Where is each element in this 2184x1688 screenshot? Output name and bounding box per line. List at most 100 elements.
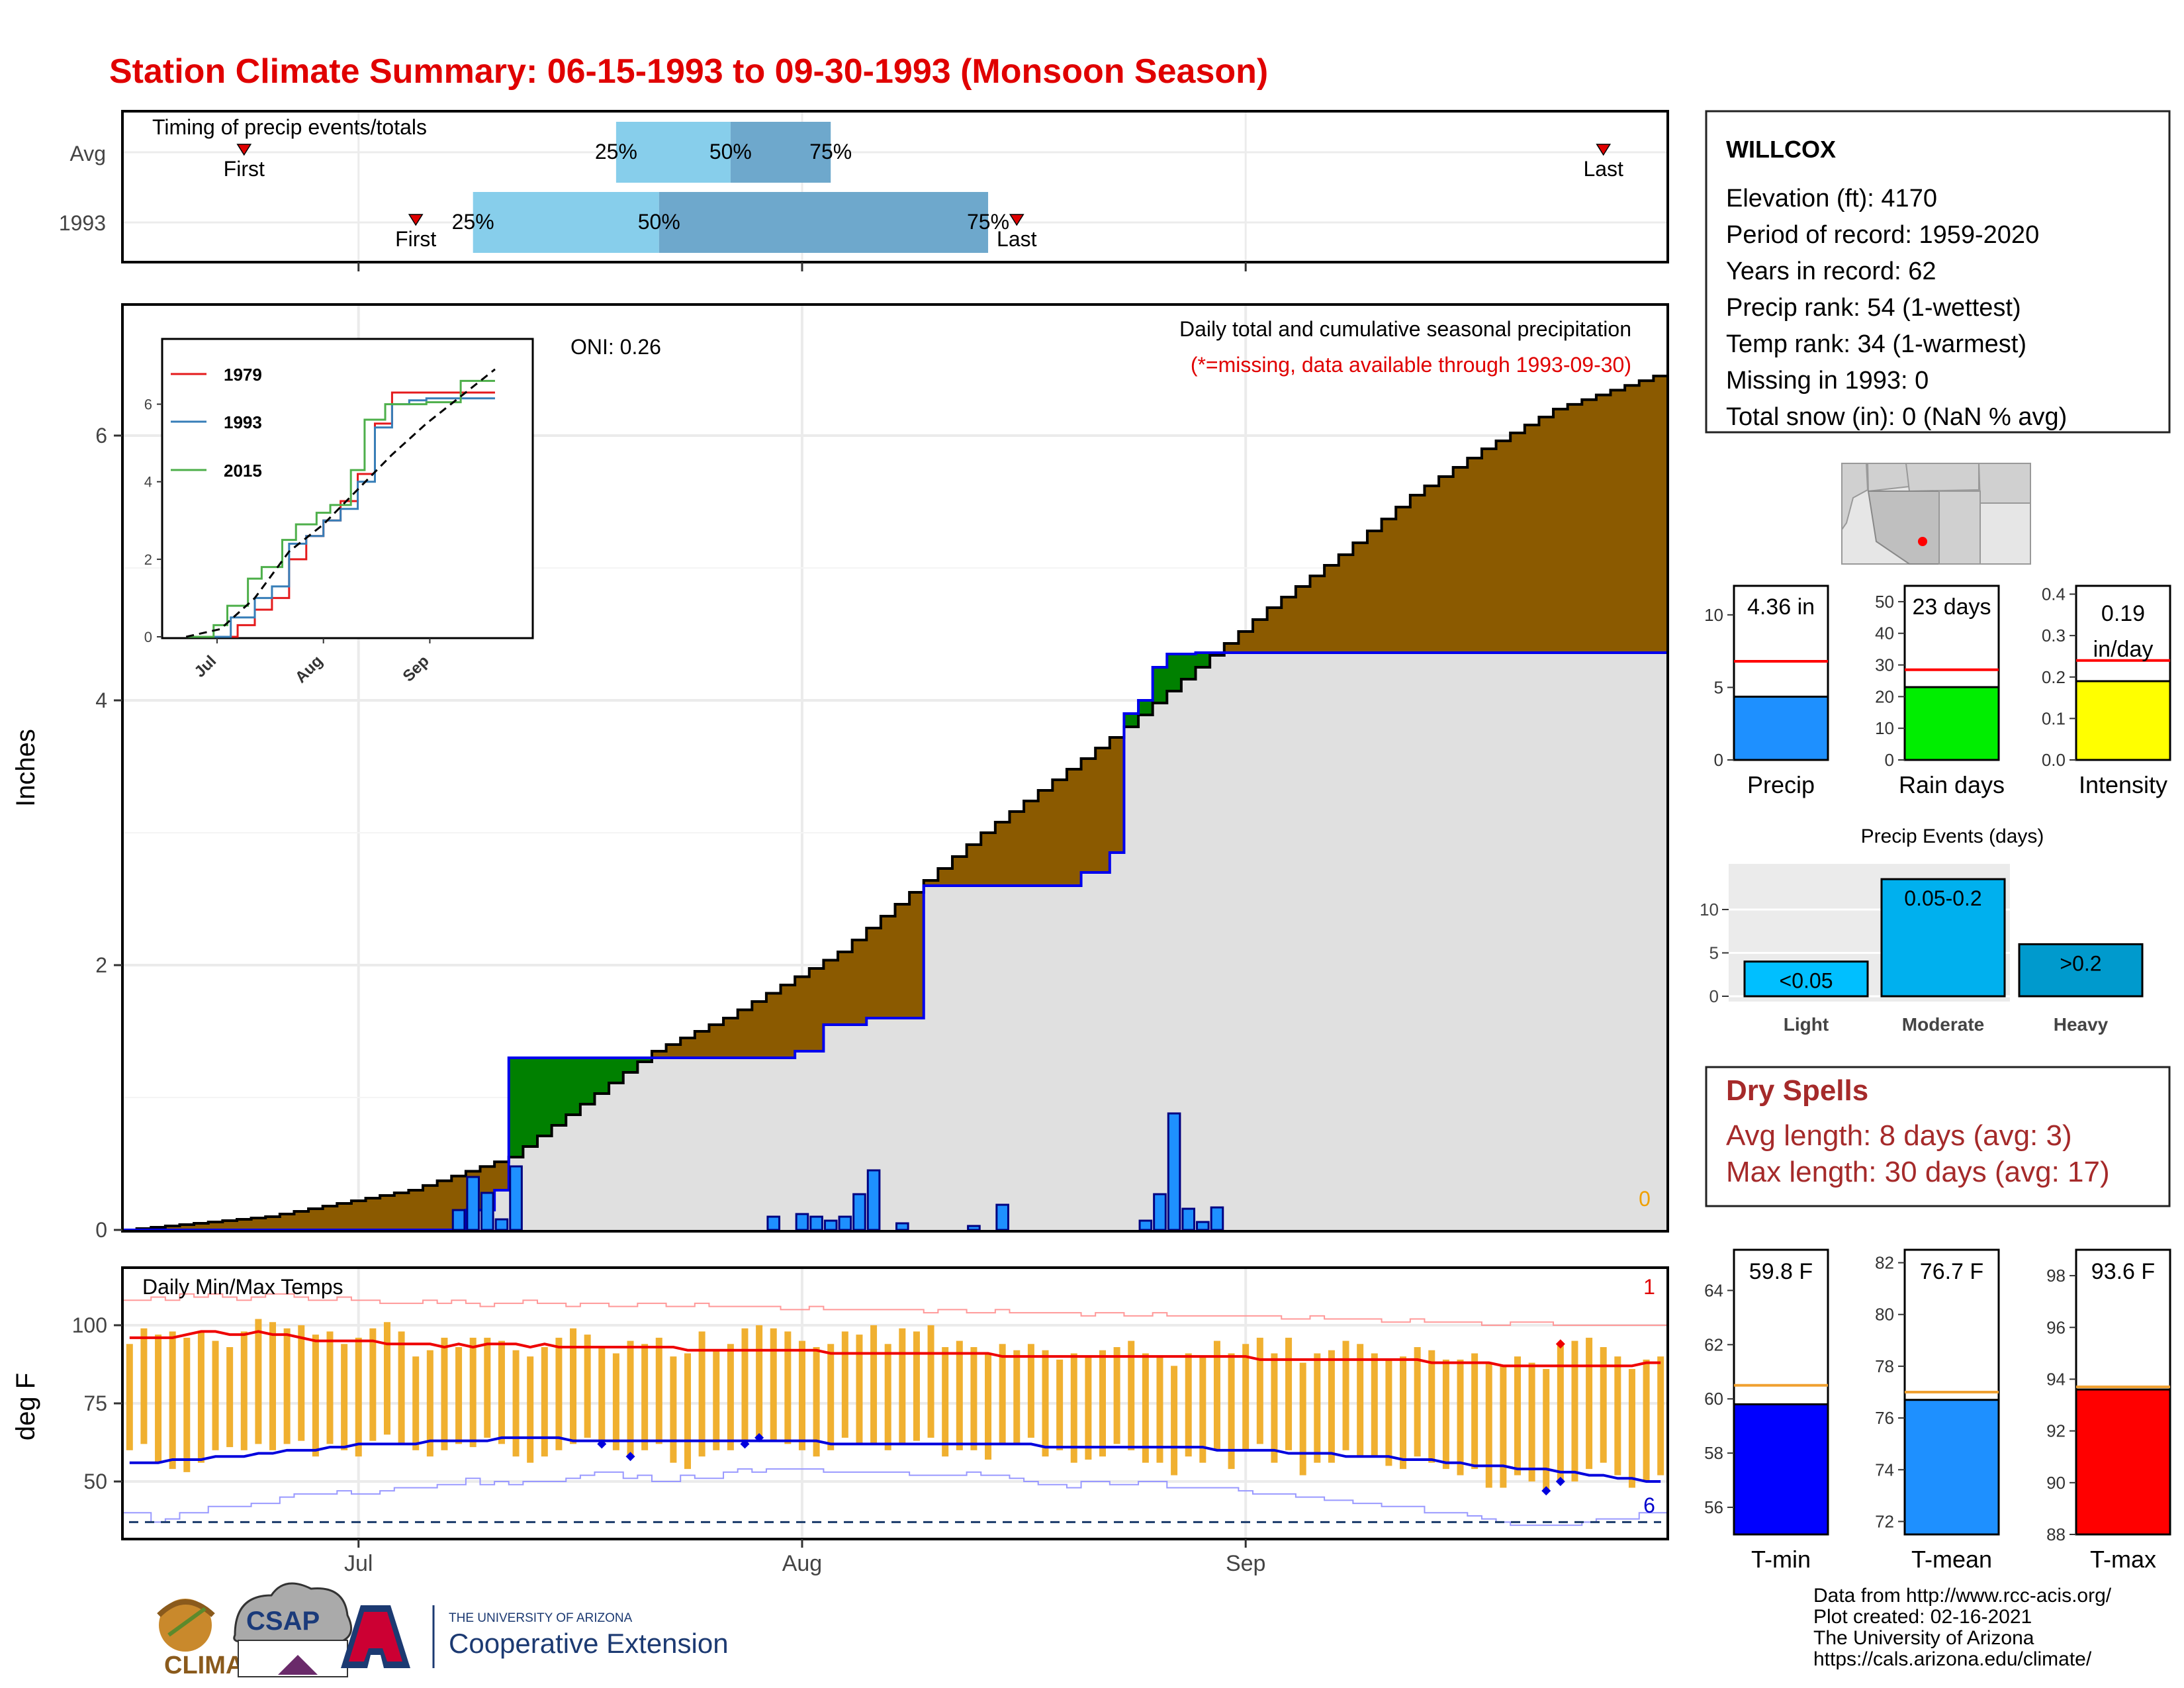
daily-temp-range-bar — [240, 1331, 248, 1450]
legend-1993: 1993 — [224, 412, 262, 432]
station-name: WILLCOX — [1726, 136, 1836, 163]
mini-bar-tick-label: 0 — [1885, 750, 1894, 770]
mini-bar-chart-precip: 0 5 10 Precip 4.36 in — [1704, 585, 1829, 798]
daily-temp-range-bar — [1228, 1353, 1235, 1470]
mini-bar-chart-intensity: 0.0 0.1 0.2 0.3 0.4 Intensity 0.19 in/day — [2042, 585, 2171, 798]
daily-temp-range-bar — [627, 1340, 634, 1457]
daily-temp-range-bar — [498, 1340, 505, 1444]
inset-y-tick-label: 0 — [144, 629, 152, 645]
daily-temp-range-bar — [942, 1347, 949, 1457]
daily-temp-range-bar — [1199, 1356, 1206, 1463]
daily-temp-range-bar — [1314, 1353, 1321, 1463]
daily-temp-range-bar — [1256, 1337, 1263, 1444]
daily-temp-range-bar — [713, 1350, 720, 1450]
daily-temp-range-bar — [512, 1350, 520, 1457]
station-line: Years in record: 62 — [1726, 258, 1936, 285]
mini-bar-tick-label: 10 — [1875, 718, 1894, 738]
daily-temp-range-bar — [1113, 1347, 1120, 1444]
dry-spells-avg: Avg length: 8 days (avg: 3) — [1726, 1119, 2072, 1152]
precip-events-chart: Precip Events (days) 0 5 10 <0.05 Light 0.05-… — [1700, 825, 2144, 1035]
footer-line: Plot created: 02-16-2021 — [1813, 1606, 2032, 1628]
daily-temp-range-bar — [1099, 1350, 1106, 1457]
timing-first-label: First — [224, 157, 265, 181]
mini-bar-label: T-max — [2090, 1546, 2156, 1573]
record-low-marker — [754, 1432, 764, 1442]
temp-plot — [122, 1293, 1668, 1526]
daily-temp-range-bar — [684, 1353, 692, 1470]
station-line: Missing in 1993: 0 — [1726, 367, 1929, 395]
station-info-box: WILLCOX Elevation (ft): 4170 Period of r… — [1705, 110, 2171, 434]
daily-temp-range-bar — [584, 1335, 591, 1438]
daily-temp-range-bar — [655, 1337, 662, 1444]
temp-y-tick-label: 50 — [83, 1470, 107, 1493]
cumulative-avg-line — [122, 375, 1668, 1231]
mini-bar-tick-label: 80 — [1875, 1305, 1894, 1325]
mini-bar-label: Precip — [1747, 771, 1815, 798]
uofa-logo: THE UNIVERSITY OF ARIZONA Cooperative Ex… — [341, 1605, 729, 1668]
mini-bar-tick-label: 72 — [1875, 1511, 1894, 1531]
daily-temp-range-bar — [1586, 1337, 1593, 1470]
timing-last-label: Last — [1583, 157, 1623, 181]
daily-temp-range-bar — [1213, 1340, 1220, 1450]
temp-y-label: deg F — [11, 1373, 40, 1440]
mini-bar-tick-label: 94 — [2046, 1369, 2066, 1389]
inset-line-1993 — [186, 397, 495, 638]
precip-y-tick-label: 0 — [95, 1218, 107, 1242]
daily-temp-range-bar — [756, 1325, 763, 1438]
mini-bar-tick-label: 98 — [2046, 1266, 2066, 1286]
station-line: Period of record: 1959-2020 — [1726, 221, 2039, 249]
daily-precip-bar — [494, 1218, 509, 1231]
inset-legend: 1979 1993 2015 — [171, 365, 262, 481]
record-high-marker — [1555, 1339, 1565, 1349]
daily-temp-range-bar — [927, 1325, 934, 1438]
station-line: Elevation (ft): 4170 — [1726, 185, 1937, 212]
precip-event-bar — [1880, 878, 2006, 998]
daily-temp-range-bar — [913, 1331, 920, 1441]
daily-temp-range-bar — [1171, 1366, 1178, 1476]
daily-precip-bar — [1181, 1207, 1196, 1231]
temp-top-count: 1 — [1643, 1275, 1655, 1299]
events-y-tick-label: 0 — [1709, 986, 1719, 1006]
station-line: Total snow (in): 0 (NaN % avg) — [1726, 403, 2067, 431]
daily-temp-range-bar — [1027, 1344, 1034, 1438]
daily-temp-range-bar — [1357, 1344, 1364, 1457]
daily-temp-range-bar — [884, 1344, 891, 1450]
events-y-tick-label: 5 — [1709, 943, 1719, 962]
daily-temp-range-bar — [197, 1331, 205, 1463]
daily-temp-range-bar — [985, 1353, 992, 1460]
daily-temp-range-bar — [1457, 1359, 1464, 1476]
inset-plot — [185, 368, 496, 638]
timing-first-marker — [408, 214, 424, 226]
daily-precip-bar — [823, 1219, 838, 1231]
daily-temp-range-bar — [1342, 1340, 1349, 1450]
daily-temp-range-bar — [1285, 1337, 1293, 1450]
daily-temp-range-bar — [426, 1350, 433, 1457]
legend-1979: 1979 — [224, 365, 262, 385]
dry-spells-box: Dry Spells Avg length: 8 days (avg: 3) M… — [1705, 1066, 2171, 1207]
mini-bar-tick-label: 96 — [2046, 1317, 2066, 1337]
daily-temp-range-bar — [1571, 1340, 1578, 1482]
daily-temp-range-bar — [641, 1344, 649, 1450]
mini-bar-tick-label: 50 — [1875, 592, 1894, 612]
precip-corner-value: 0 — [1639, 1187, 1651, 1211]
precip-event-label: Light — [1784, 1014, 1829, 1035]
locator-map — [1841, 463, 2031, 565]
timing-q75-label: 75% — [809, 140, 852, 164]
daily-temp-range-bar — [1142, 1353, 1149, 1463]
footer-line: Data from http://www.rcc-acis.org/ — [1813, 1585, 2112, 1607]
mini-bar-label: T-mean — [1911, 1546, 1992, 1573]
mini-bar-tick-label: 30 — [1875, 655, 1894, 675]
daily-temp-range-bar — [741, 1328, 749, 1444]
daily-temp-range-bar — [169, 1331, 176, 1470]
mini-bar-tick-label: 74 — [1875, 1460, 1894, 1479]
precip-y-tick-label: 2 — [95, 953, 107, 977]
events-y-tick-label: 10 — [1700, 900, 1719, 919]
daily-precip-bar — [1196, 1221, 1210, 1231]
daily-temp-range-bar — [1471, 1353, 1479, 1470]
timing-rows: 25% 50% 75% First Last 25% 50% 75% First Last — [224, 122, 1623, 253]
daily-temp-range-bar — [341, 1344, 348, 1450]
mini-bar-label: Rain days — [1899, 771, 2005, 798]
daily-temp-range-bar — [698, 1331, 705, 1457]
daily-temp-range-bar — [841, 1331, 848, 1438]
daily-temp-range-bar — [1643, 1359, 1650, 1482]
